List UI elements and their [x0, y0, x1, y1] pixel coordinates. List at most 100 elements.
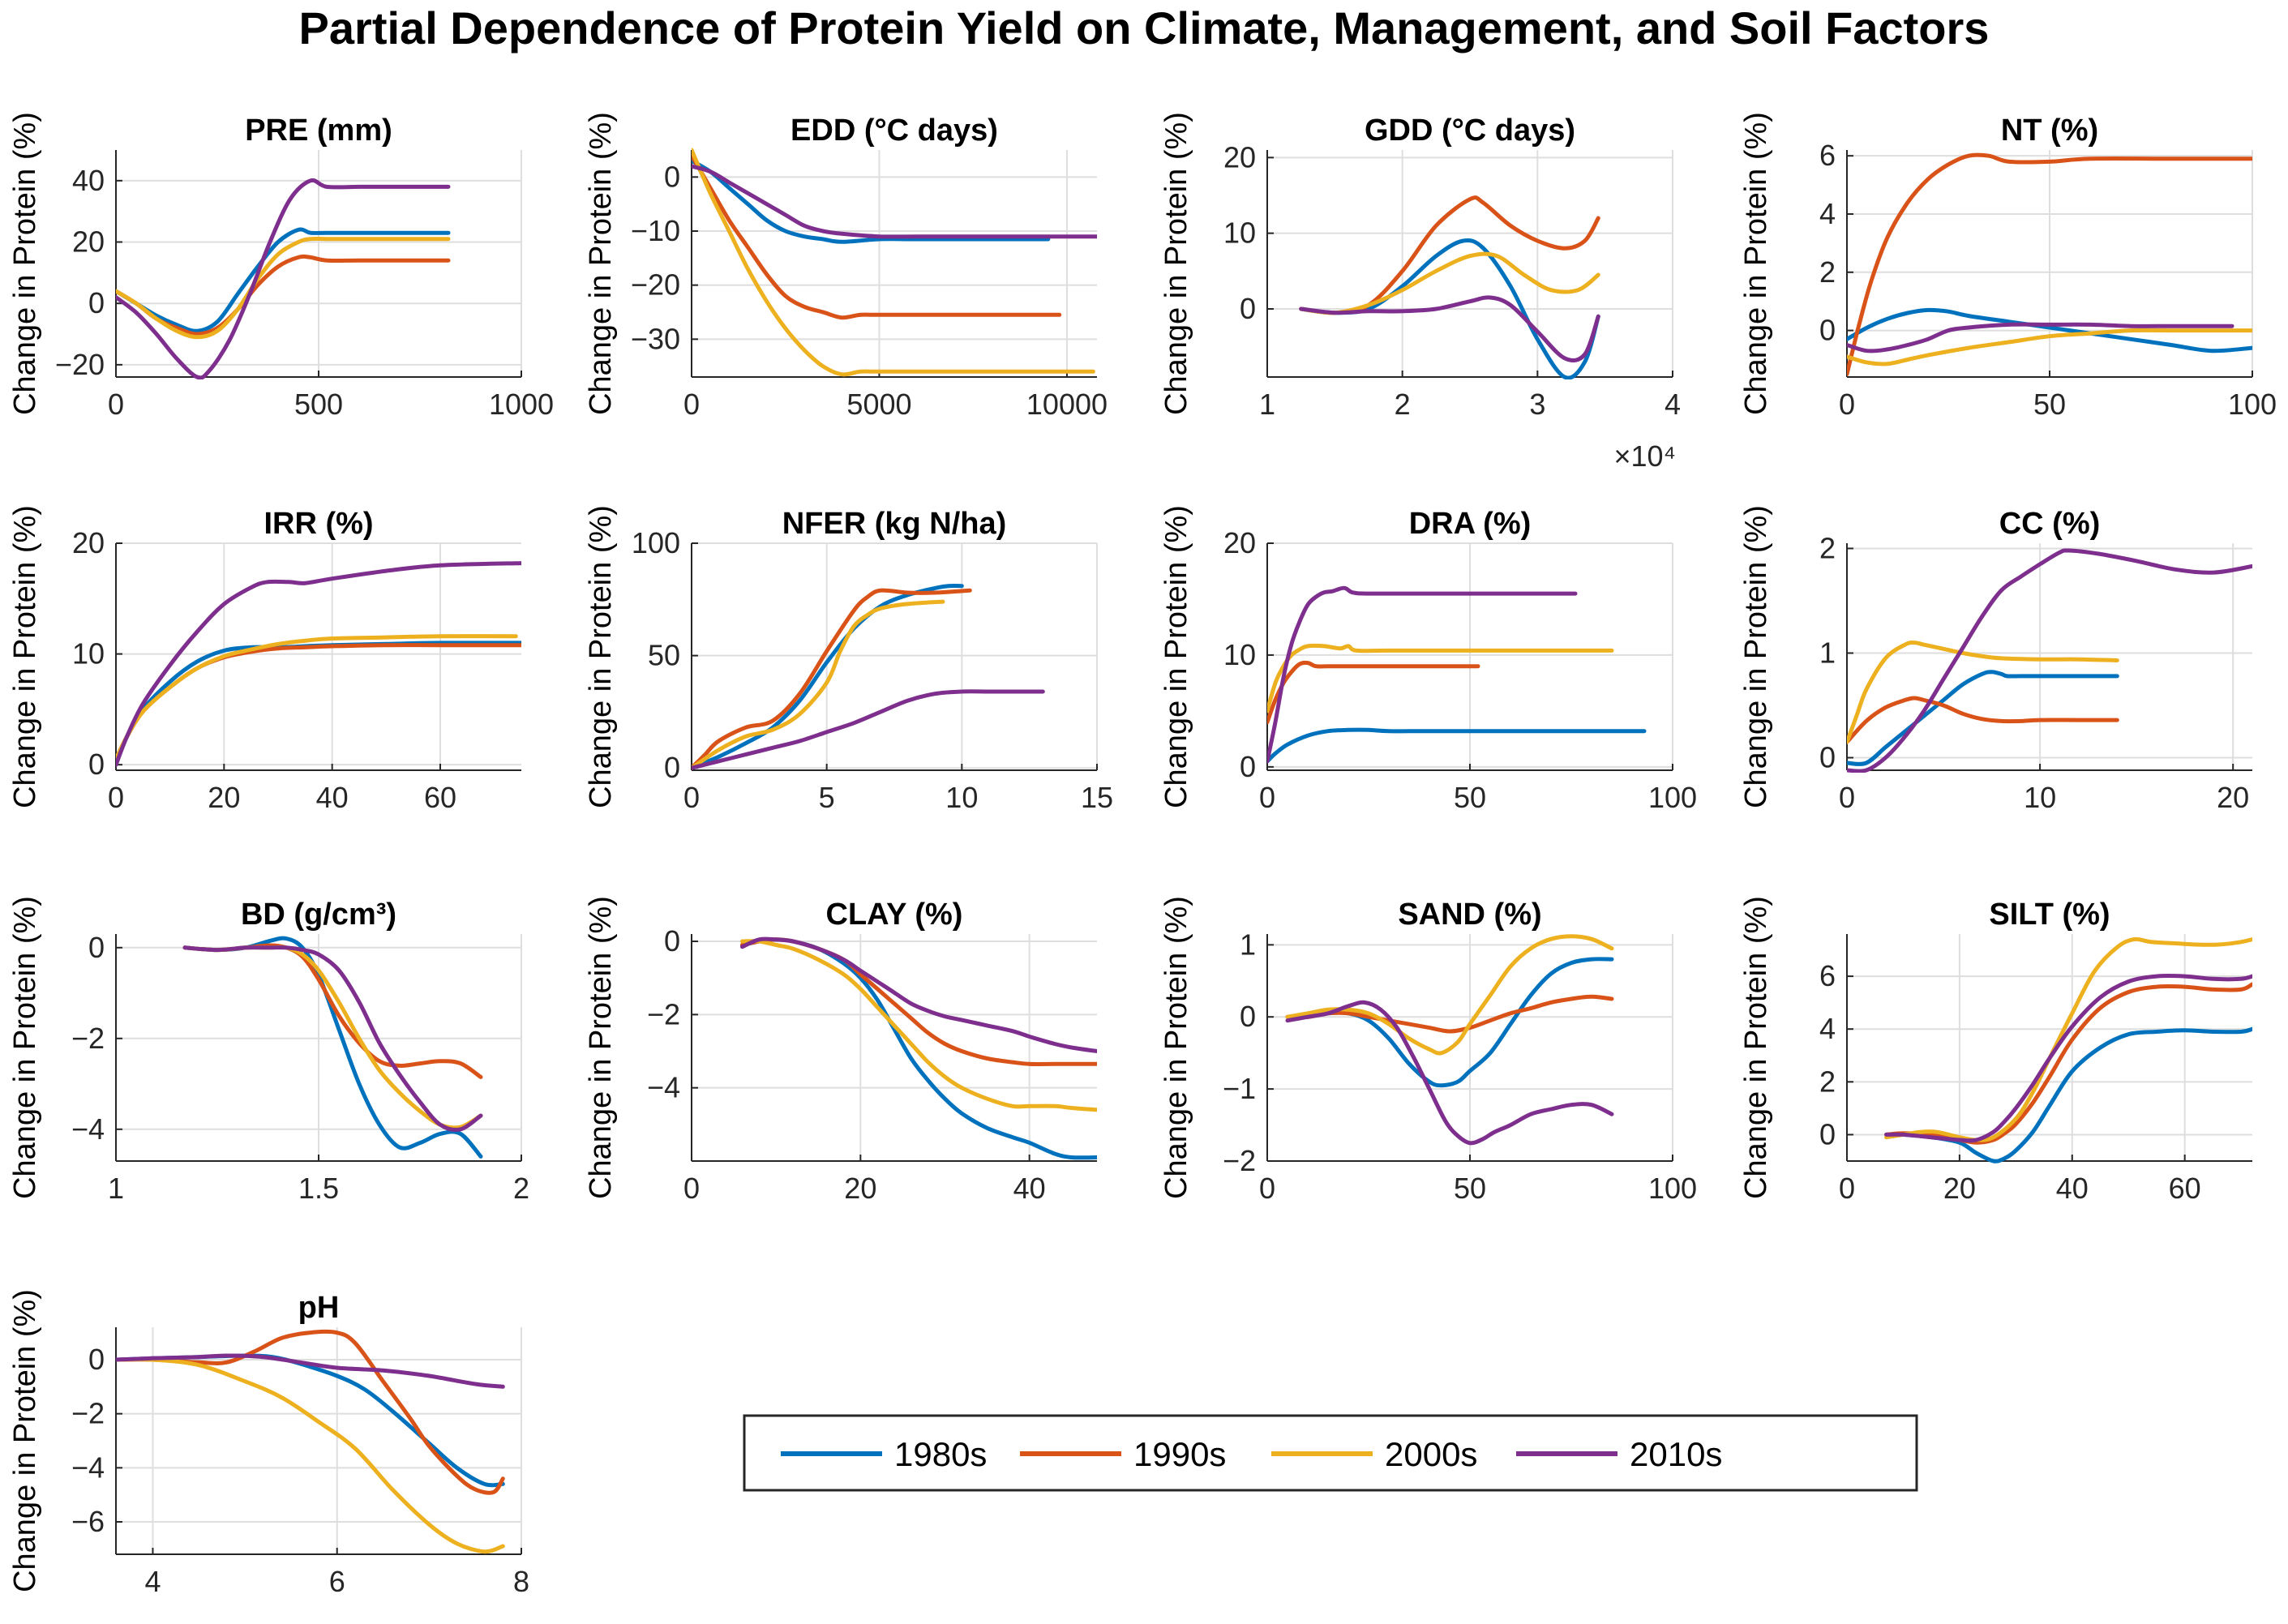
x-tick-label: 20: [1943, 1172, 1976, 1205]
panel-nfer-kg-n-ha: 0 5 10 15 0 50 100 NFER (kg N/ha) Change in Prot…: [584, 505, 1113, 814]
series-line-1980s: [1884, 1026, 2252, 1163]
y-tick-label: −1: [1223, 1072, 1256, 1105]
panel-title: SAND (%): [1398, 898, 1541, 932]
series-line-2010s: [116, 1353, 505, 1389]
series-line-1980s: [1847, 670, 2119, 766]
y-tick-label: 50: [648, 639, 680, 672]
series-line-2000s: [1299, 251, 1600, 315]
series-line-1990s: [1847, 152, 2252, 376]
x-tick-label: 0: [1259, 781, 1275, 814]
y-tick-label: 0: [88, 1343, 105, 1376]
y-axis-label: Change in Protein (%): [1159, 896, 1193, 1199]
panel-title: CLAY (%): [826, 898, 963, 932]
panel-title: BD (g/cm³): [241, 898, 396, 932]
series-line-1990s: [1847, 696, 2119, 744]
panel-title: IRR (%): [264, 507, 373, 541]
series-line-1990s: [1285, 994, 1614, 1034]
series-group: [1267, 585, 1647, 764]
x-tick-label: 0: [683, 388, 700, 421]
series-line-2010s: [1299, 295, 1600, 362]
series-line-2010s: [182, 945, 483, 1133]
series-line-2000s: [1884, 936, 2252, 1142]
x-tick-label: 0: [1839, 781, 1855, 814]
y-tick-label: 0: [88, 931, 105, 964]
y-tick-label: 2: [1819, 1065, 1836, 1098]
series-line-2010s: [1267, 585, 1578, 764]
y-axis-label: Change in Protein (%): [1739, 505, 1773, 808]
x-tick-label: 1.5: [298, 1172, 339, 1205]
y-tick-label: 0: [1819, 741, 1836, 774]
plot-area: [1847, 934, 2252, 1161]
series-line-2010s: [116, 178, 451, 379]
series-line-2000s: [116, 634, 518, 761]
x-tick-label: 100: [2228, 388, 2277, 421]
y-tick-label: −4: [71, 1450, 105, 1484]
x-tick-label: 0: [1259, 1172, 1275, 1205]
y-axis-label: Change in Protein (%): [1739, 112, 1773, 415]
series-line-2000s: [1847, 641, 2119, 744]
series-group: [182, 936, 483, 1159]
plot-area: [1847, 543, 2252, 770]
plot-area: [1267, 150, 1673, 377]
panel-title: SILT (%): [1989, 898, 2110, 932]
series-group: [1847, 152, 2252, 376]
y-axis-label: Change in Protein (%): [584, 505, 618, 808]
panel-bd-g-cm: 1 1.5 2 −4 −2 0 BD (g/cm³) Change in Protein (%…: [8, 896, 529, 1205]
series-line-1980s: [692, 158, 1051, 244]
y-tick-label: 0: [664, 924, 680, 958]
series-line-2000s: [116, 1357, 505, 1554]
series-line-1990s: [692, 588, 972, 770]
series-line-2000s: [1267, 643, 1614, 713]
x-tick-label: 0: [108, 388, 124, 421]
x-tick-label: 10: [2024, 781, 2056, 814]
x-tick-label: 1: [1259, 388, 1275, 421]
y-tick-label: 4: [1819, 1012, 1836, 1045]
y-tick-label: 20: [72, 526, 105, 559]
y-axis-label: Change in Protein (%): [8, 505, 42, 808]
series-line-2010s: [692, 689, 1045, 770]
series-group: [116, 1329, 505, 1554]
series-line-1990s: [692, 153, 1062, 320]
y-tick-label: 0: [88, 748, 105, 781]
legend: 1980s 1990s 2000s 2010s: [743, 1414, 1918, 1492]
x-tick-label: 5000: [846, 388, 911, 421]
y-axis-label: Change in Protein (%): [584, 112, 618, 415]
panel-title: EDD (°C days): [791, 114, 998, 148]
y-axis-label: Change in Protein (%): [1739, 896, 1773, 1199]
panel-cc: 0 10 20 0 1 2 CC (%) Change in Protein (%): [1739, 505, 2252, 814]
plot-area: [692, 934, 1097, 1161]
panel-title: NT (%): [2001, 114, 2098, 148]
y-tick-label: 1: [1240, 928, 1256, 961]
x-tick-label: 50: [1454, 781, 1486, 814]
y-tick-label: −6: [71, 1505, 105, 1538]
y-tick-label: 0: [664, 751, 680, 784]
y-tick-label: −4: [647, 1071, 680, 1104]
panel-title: DRA (%): [1409, 507, 1532, 541]
series-group: [740, 936, 1097, 1160]
x-tick-label: 20: [2217, 781, 2249, 814]
y-tick-label: 10: [1223, 216, 1256, 250]
y-tick-label: 20: [1223, 526, 1256, 559]
y-tick-label: 0: [1240, 1000, 1256, 1033]
x-tick-label: 5: [819, 781, 835, 814]
series-group: [692, 583, 1045, 770]
y-tick-label: 0: [1819, 314, 1836, 347]
panel-title: PRE (mm): [245, 114, 392, 148]
panel-sand: 0 50 100 −2 −1 0 1 SAND (%) Change in Protein (%…: [1159, 896, 1697, 1205]
series-line-2010s: [1884, 973, 2252, 1143]
x-tick-label: 60: [424, 781, 456, 814]
panel-gdd-c-days: 1 2 3 4 0 10 20 ×10⁴ GDD (°C days) Change in Prot…: [1159, 112, 1681, 473]
legend-item-1980s: 1980s: [781, 1435, 987, 1473]
panel-dra: 0 50 100 0 10 20 DRA (%) Change in Protein (%): [1159, 505, 1697, 814]
x-tick-label: 0: [1839, 1172, 1855, 1205]
series-line-2010s: [740, 936, 1097, 1053]
x-tick-label: 50: [1454, 1172, 1486, 1205]
y-axis-label: Change in Protein (%): [8, 896, 42, 1199]
series-line-2010s: [692, 164, 1097, 239]
series-line-1980s: [692, 583, 964, 770]
series-group: [692, 148, 1097, 377]
plot-area: [692, 150, 1097, 377]
panel-nt: 0 50 100 0 2 4 6 NT (%) Change in Protein (%): [1739, 112, 2277, 421]
legend-label: 2010s: [1630, 1435, 1722, 1473]
x-tick-label: 2: [513, 1172, 529, 1205]
